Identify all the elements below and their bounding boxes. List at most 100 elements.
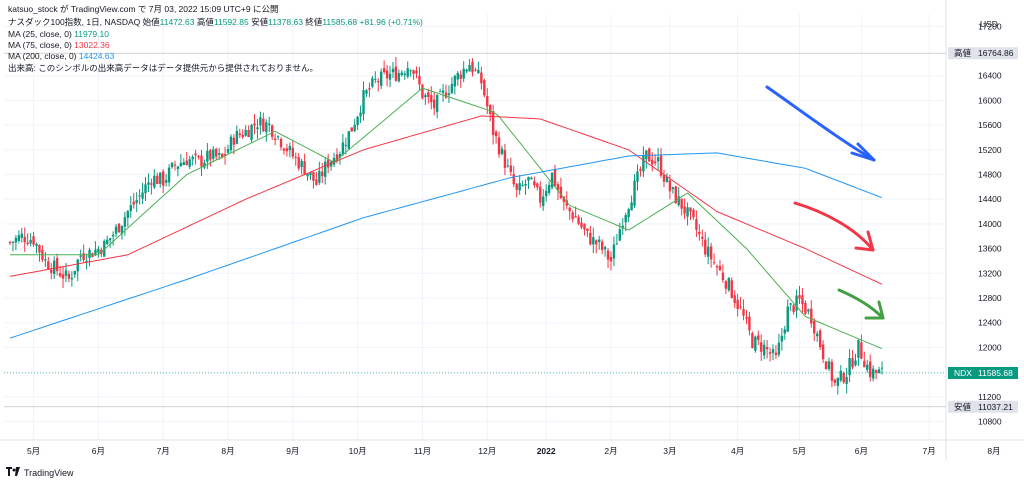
candle-body <box>651 159 654 165</box>
candle-body <box>686 207 689 217</box>
candle-body <box>748 316 751 331</box>
candle-body <box>94 249 97 255</box>
high-badge-value: 16764.86 <box>978 48 1014 58</box>
candle-body <box>450 83 454 94</box>
candle-body <box>486 96 489 107</box>
candle-body <box>191 156 194 160</box>
x-tick-label: 11月 <box>414 446 431 456</box>
candle-body <box>612 244 616 259</box>
candle-body <box>571 212 574 220</box>
candle-body <box>497 137 501 155</box>
ndx-badge-bg <box>948 366 1018 379</box>
indicator-ma25-label: MA (25, close, 0) <box>8 29 72 39</box>
candle-body <box>126 211 130 218</box>
candle-body <box>138 195 141 197</box>
candle-body <box>830 361 834 381</box>
candle-body <box>810 308 813 324</box>
x-tick-label: 7月 <box>157 446 170 456</box>
candle-body <box>509 165 513 172</box>
tradingview-logo-icon <box>6 467 20 478</box>
candle-body <box>689 207 692 212</box>
candle-body <box>17 235 21 242</box>
candle-body <box>877 369 881 374</box>
candle-body <box>771 349 775 353</box>
candle-body <box>506 165 510 167</box>
candle-body <box>559 186 563 199</box>
x-tick-label: 6月 <box>92 446 105 456</box>
candle-body <box>326 159 330 168</box>
candle-body <box>215 148 218 157</box>
candle-body <box>55 258 59 272</box>
symbol-name[interactable]: ナスダック100指数, 1日, NASDAQ <box>8 17 141 27</box>
indicator-ma75[interactable]: MA (75, close, 0) 13022.36 <box>8 40 110 51</box>
candle-body <box>536 183 539 188</box>
candle-body <box>854 360 857 366</box>
candle-body <box>701 237 704 239</box>
candle-body <box>798 295 801 299</box>
symbol-ohlc-line: ナスダック100指数, 1日, NASDAQ 始値11472.63 高値1159… <box>8 17 423 28</box>
candle-body <box>303 161 306 175</box>
candle-body <box>792 305 795 312</box>
candle-body <box>760 342 763 352</box>
x-tick-label: 5月 <box>793 446 806 456</box>
tradingview-logo[interactable]: TradingView <box>6 467 74 478</box>
y-tick-label: 15600 <box>978 120 1002 130</box>
x-tick-label: 10月 <box>349 446 367 456</box>
candle-body <box>633 180 636 206</box>
ndx-badge-value: 11585.68 <box>978 368 1013 378</box>
y-tick-label: 15200 <box>978 145 1002 155</box>
candle-body <box>150 183 153 185</box>
candle-body <box>206 150 209 162</box>
candle-body <box>589 232 592 245</box>
candle-body <box>418 75 421 85</box>
indicator-ma25[interactable]: MA (25, close, 0) 11979.10 <box>8 29 109 40</box>
candle-body <box>698 231 701 235</box>
candle-body <box>415 70 418 74</box>
candle-body <box>391 68 395 73</box>
red-arrow-annotation[interactable] <box>793 201 875 252</box>
candle-body <box>433 99 436 109</box>
candle-body <box>223 154 227 156</box>
candle-body <box>483 80 486 96</box>
candle-body <box>11 241 15 243</box>
indicator-ma200[interactable]: MA (200, close, 0) 14424.63 <box>8 51 114 62</box>
candle-body <box>453 75 457 87</box>
high-label: 高値 <box>196 17 214 27</box>
candle-body <box>636 171 639 182</box>
candle-body <box>135 200 138 204</box>
x-tick-label: 3月 <box>663 446 676 456</box>
y-tick-label: 11200 <box>978 392 1001 402</box>
candle-body <box>164 179 168 183</box>
candle-body <box>597 239 601 242</box>
candle-body <box>285 148 289 152</box>
low-badge-bg <box>948 400 1018 413</box>
low-value: 11378.63 <box>268 17 303 27</box>
candle-body <box>108 238 112 241</box>
candle-body <box>182 162 186 165</box>
candle-body <box>44 259 47 261</box>
candle-body <box>863 360 866 368</box>
candle-body <box>335 154 339 161</box>
y-tick-label: 10800 <box>978 416 1002 426</box>
change-value: +81.96 (+0.71%) <box>359 17 423 27</box>
candle-body <box>580 222 583 228</box>
candle-body <box>117 223 121 233</box>
candle-body <box>38 245 41 253</box>
blue-arrow-annotation[interactable] <box>765 85 876 162</box>
green-arrow-annotation[interactable] <box>837 288 885 320</box>
candle-body <box>427 92 430 98</box>
candle-body <box>642 155 645 172</box>
candle-body <box>659 155 663 176</box>
y-tick-label: 14800 <box>978 170 1002 180</box>
candle-body <box>468 65 471 72</box>
candle-body <box>721 272 725 281</box>
candle-body <box>247 130 250 138</box>
candle-body <box>421 84 424 99</box>
candle-body <box>244 129 247 136</box>
candle-body <box>265 122 268 133</box>
candle-body <box>583 224 586 230</box>
open-label: 始値 <box>142 17 160 27</box>
candle-body <box>801 295 804 305</box>
